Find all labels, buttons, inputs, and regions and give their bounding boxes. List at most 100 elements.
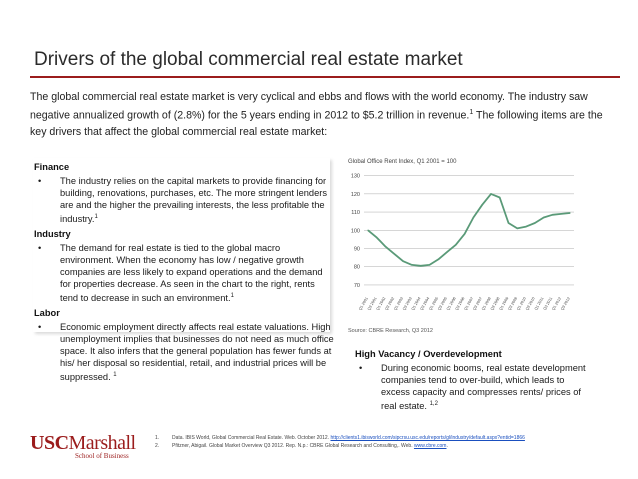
data-point-9	[446, 251, 448, 253]
x-tick-label-19: Q3 2010	[525, 297, 536, 312]
data-point-6	[420, 265, 422, 267]
industry-footnote-ref: 1	[230, 293, 234, 300]
finance-footnote-ref: 1	[94, 214, 98, 220]
footnote-link[interactable]: http://clients1.ibisworld.com/sipcrsu.us…	[330, 435, 525, 441]
data-point-13	[481, 204, 483, 206]
data-point-3	[393, 253, 395, 255]
labor-heading: Labor	[34, 308, 60, 319]
x-tick-label-8: Q1 2005	[428, 297, 439, 312]
x-tick-label-15: Q3 2008	[490, 297, 501, 312]
y-tick-label-1: 80	[354, 265, 360, 271]
right-panel: High Vacancy / Overdevelopment • During …	[355, 347, 595, 415]
chart-title: Global Office Rent Index, Q1 2001 = 100	[348, 159, 457, 165]
data-point-10	[455, 244, 457, 246]
labor-bullet: • Economic employment directly affects r…	[34, 321, 334, 383]
page-title: Drivers of the global commercial real es…	[34, 49, 463, 70]
data-point-8	[437, 258, 439, 261]
industry-bullet: • The demand for real estate is tied to …	[34, 242, 334, 304]
vacancy-text: During economic booms, real estate devel…	[381, 363, 586, 412]
x-tick-label-22: Q1 2012	[551, 297, 562, 312]
x-tick-label-0: Q1 2001	[358, 297, 369, 312]
footnote-number: 1.	[155, 435, 160, 441]
bullet-marker: •	[38, 243, 42, 254]
usc-marshall-logo: USCMarshall School of Business	[30, 432, 150, 468]
footnote-text: Data. IBIS World, Global Commercial Real…	[172, 435, 331, 441]
x-tick-label-4: Q1 2003	[393, 297, 404, 312]
data-point-5	[411, 264, 413, 266]
vacancy-heading: High Vacancy / Overdevelopment	[355, 349, 502, 359]
labor-footnote-ref: 1	[113, 372, 117, 379]
data-point-7	[428, 264, 431, 266]
data-point-20	[543, 216, 545, 219]
chart-source: Source: CBRE Research, Q3 2012	[348, 328, 433, 334]
intro-tail: The following items are the key drivers …	[30, 109, 603, 138]
bullet-marker: •	[38, 322, 42, 333]
x-tick-label-17: Q3 2009	[507, 297, 518, 312]
x-tick-label-11: Q3 2006	[455, 297, 466, 312]
series-line	[367, 193, 571, 267]
left-panel: Finance • The industry relies on the cap…	[34, 160, 334, 386]
industry-text: The demand for real estate is tied to th…	[60, 243, 323, 304]
data-point-4	[402, 260, 404, 262]
x-tick-label-16: Q1 2009	[499, 297, 510, 312]
data-point-17	[516, 227, 518, 230]
data-point-0	[367, 229, 369, 231]
intro-paragraph: The global commercial real estate market…	[30, 89, 620, 140]
data-point-16	[507, 222, 510, 224]
x-tick-label-21: Q3 2011	[543, 297, 554, 311]
footnote-link[interactable]: www.cbre.com	[413, 443, 447, 449]
data-point-15	[499, 196, 501, 199]
y-tick-label-5: 120	[351, 192, 360, 198]
x-tick-label-6: Q1 2004	[411, 297, 422, 312]
intro-footnote-ref: 1	[469, 109, 474, 116]
footnote-number: 2.	[155, 443, 160, 449]
x-tick-label-13: Q3 2007	[472, 297, 483, 312]
x-tick-label-5: Q3 2003	[402, 297, 413, 312]
bullet-marker: •	[359, 363, 363, 373]
y-tick-label-4: 110	[351, 210, 360, 216]
logo-marshall: Marshall	[68, 432, 137, 454]
footnote-tail: .	[446, 443, 448, 449]
finance-heading: Finance	[34, 162, 70, 172]
data-point-11	[464, 233, 466, 235]
footnotes: 1. Data. IBIS World, Global Commercial R…	[155, 434, 615, 450]
y-tick-label-3: 100	[351, 228, 360, 234]
logo-subtitle: School of Business	[75, 452, 129, 460]
labor-text: Economic employment directly affects rea…	[60, 322, 334, 383]
data-point-21	[551, 214, 554, 216]
x-tick-label-9: Q3 2005	[437, 297, 448, 312]
x-tick-label-10: Q1 2006	[446, 297, 457, 312]
data-point-12	[472, 216, 474, 219]
y-tick-label-6: 130	[351, 174, 360, 180]
data-point-14	[490, 193, 492, 195]
industry-heading: Industry	[34, 229, 71, 240]
logo-usc: USC	[30, 432, 69, 454]
vacancy-footnote-ref: 1,2	[429, 401, 438, 407]
title-divider	[30, 76, 620, 78]
data-point-19	[534, 222, 536, 224]
x-tick-label-3: Q3 2002	[384, 297, 395, 312]
finance-bullet: • The industry relies on the capital mar…	[34, 175, 334, 225]
y-tick-label-2: 90	[354, 246, 360, 252]
data-point-23	[569, 212, 571, 214]
x-tick-label-2: Q1 2002	[376, 297, 387, 312]
vacancy-bullet: • During economic booms, real estate dev…	[355, 362, 595, 412]
x-tick-label-12: Q1 2007	[464, 297, 475, 312]
footnote-2: 2. Pfitzner, Abigail. Global Market Over…	[155, 442, 615, 450]
x-tick-label-14: Q1 2008	[481, 297, 492, 312]
footnote-1: 1. Data. IBIS World, Global Commercial R…	[155, 434, 615, 442]
intro-text: The global commercial real estate market…	[30, 91, 588, 122]
y-tick-label-0: 70	[354, 283, 360, 289]
data-point-1	[376, 236, 378, 239]
x-tick-label-1: Q3 2001	[367, 297, 378, 312]
x-tick-label-7: Q3 2004	[420, 297, 431, 312]
x-tick-label-18: Q1 2010	[516, 297, 527, 312]
footnote-text: Pfitzner, Abigail. Global Market Overvie…	[172, 443, 414, 449]
x-tick-label-20: Q1 2011	[534, 297, 545, 311]
data-point-2	[384, 246, 387, 248]
x-tick-label-23: Q3 2012	[560, 297, 571, 312]
data-point-22	[560, 213, 562, 215]
rent-index-chart: Global Office Rent Index, Q1 2001 = 100 …	[338, 156, 582, 340]
finance-text: The industry relies on the capital marke…	[60, 176, 328, 225]
